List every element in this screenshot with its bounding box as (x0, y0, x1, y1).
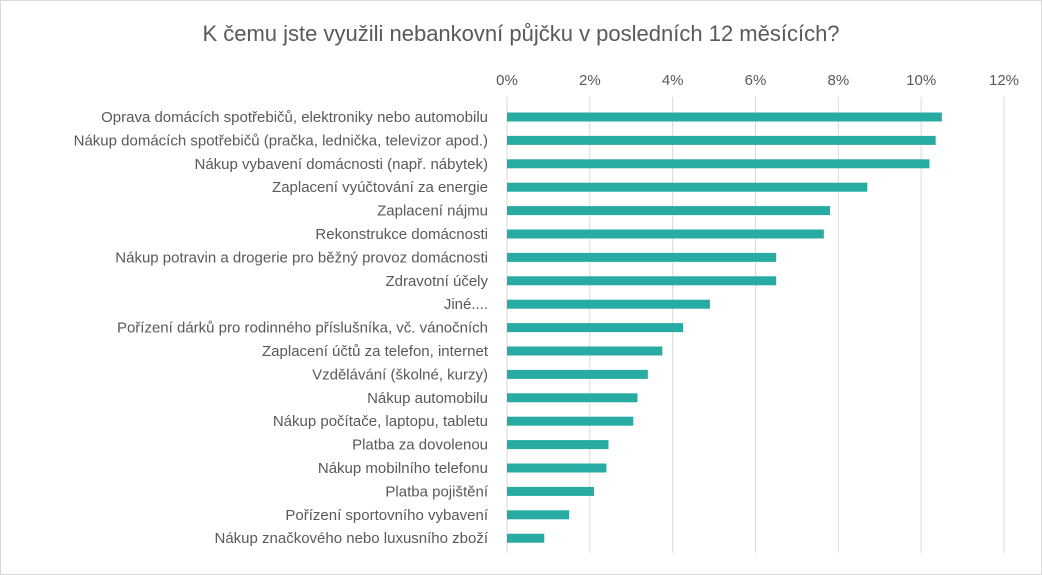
bar (507, 393, 638, 403)
bar (507, 252, 777, 262)
bar (507, 182, 868, 192)
bar (507, 159, 930, 169)
x-tick-label: 2% (579, 72, 601, 89)
x-tick-label: 12% (989, 72, 1019, 89)
category-label: Rekonstrukce domácnosti (315, 226, 488, 243)
bar (507, 416, 634, 426)
bar (507, 206, 831, 216)
category-label: Platba pojištění (385, 483, 488, 500)
category-label: Jiné.... (444, 296, 488, 313)
bar (507, 486, 594, 496)
category-label: Nákup vybavení domácnosti (např. nábytek… (195, 156, 489, 173)
bar (507, 369, 648, 379)
x-tick-label: 10% (906, 72, 936, 89)
category-label: Zaplacení vyúčtování za energie (272, 179, 488, 196)
x-tick-label: 0% (496, 72, 518, 89)
bar (507, 112, 942, 122)
category-label: Pořízení sportovního vybavení (285, 507, 488, 524)
chart-title: K čemu jste využili nebankovní půjčku v … (202, 21, 840, 46)
category-label: Nákup značkového nebo luxusního zboží (214, 530, 488, 547)
category-label: Vzdělávání (školné, kurzy) (312, 366, 488, 383)
category-label: Oprava domácích spotřebičů, elektroniky … (101, 109, 488, 126)
category-label: Nákup domácích spotřebičů (pračka, ledni… (74, 132, 488, 149)
category-label: Pořízení dárků pro rodinného příslušníka… (117, 320, 488, 337)
bar (507, 323, 684, 333)
bar (507, 135, 936, 145)
x-tick-label: 6% (745, 72, 767, 89)
bar (507, 229, 824, 239)
category-label: Zaplacení nájmu (377, 203, 488, 220)
bar (507, 463, 607, 473)
category-label: Nákup potravin a drogerie pro běžný prov… (115, 249, 488, 266)
bar (507, 510, 570, 520)
bar (507, 346, 663, 356)
category-label: Nákup mobilního telefonu (318, 460, 488, 477)
bar (507, 276, 777, 286)
x-tick-label: 4% (662, 72, 684, 89)
category-label: Platba za dovolenou (352, 437, 488, 454)
bar (507, 440, 609, 450)
category-label: Zdravotní účely (385, 273, 488, 290)
category-label: Nákup automobilu (367, 390, 488, 407)
category-label: Nákup počítače, laptopu, tabletu (273, 413, 488, 430)
bar (507, 299, 710, 309)
x-tick-label: 8% (827, 72, 849, 89)
category-label: Zaplacení účtů za telefon, internet (262, 343, 489, 360)
bar (507, 533, 545, 543)
